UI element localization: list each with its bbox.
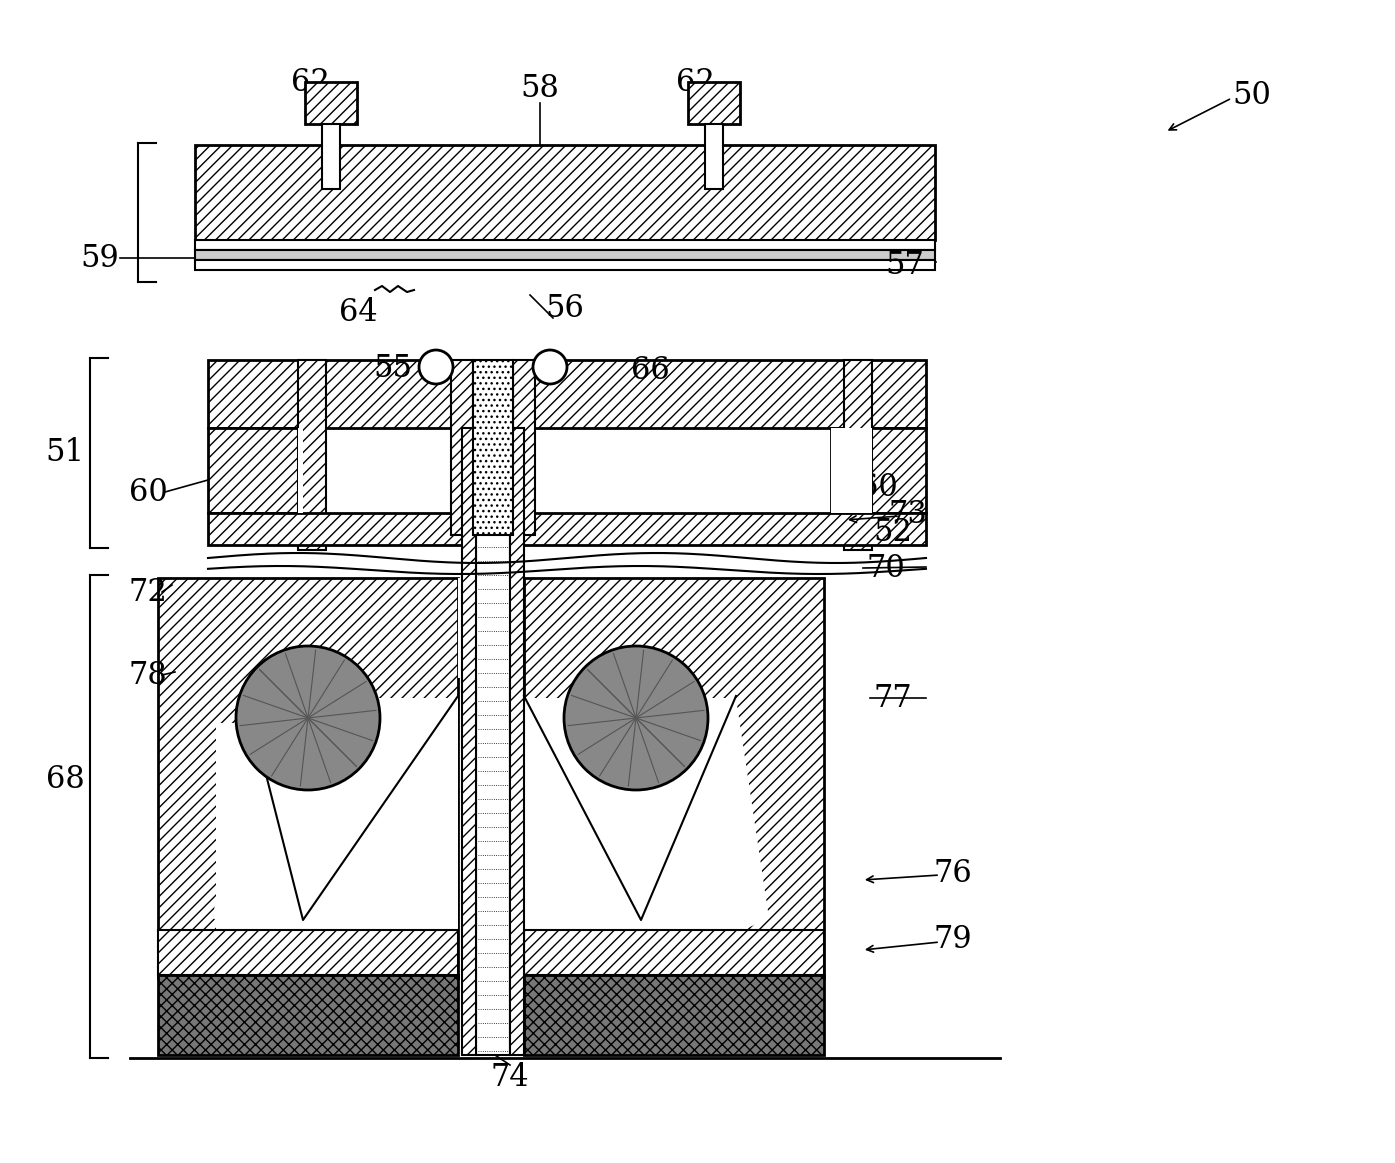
Text: 72: 72: [128, 577, 167, 607]
Bar: [451, 361, 473, 535]
Bar: [195, 250, 935, 261]
Bar: [195, 261, 935, 270]
Text: 66: 66: [631, 355, 670, 385]
Bar: [525, 930, 824, 975]
Circle shape: [418, 350, 453, 384]
Bar: [704, 124, 723, 190]
Bar: [208, 361, 926, 428]
Text: 73: 73: [889, 499, 928, 529]
Bar: [476, 428, 511, 1055]
Bar: [511, 428, 525, 1055]
Bar: [306, 83, 357, 124]
Bar: [462, 428, 476, 1055]
Text: 60: 60: [859, 471, 897, 502]
Text: 78: 78: [128, 659, 167, 691]
Circle shape: [533, 350, 566, 384]
Text: 52: 52: [873, 516, 912, 548]
Bar: [158, 975, 458, 1055]
Text: 76: 76: [933, 857, 972, 889]
Text: 59: 59: [81, 243, 120, 273]
Bar: [208, 513, 926, 545]
Text: 62: 62: [675, 66, 714, 98]
Bar: [844, 361, 872, 550]
Polygon shape: [213, 698, 458, 978]
Text: 77: 77: [873, 683, 912, 713]
Bar: [158, 930, 458, 975]
Text: 62: 62: [290, 66, 329, 98]
Text: 56: 56: [545, 293, 585, 323]
Bar: [158, 578, 458, 978]
Bar: [831, 428, 926, 513]
Bar: [299, 428, 303, 513]
Text: 79: 79: [933, 925, 972, 956]
Text: 51: 51: [46, 436, 85, 468]
Text: 57: 57: [886, 250, 925, 280]
Polygon shape: [216, 723, 458, 978]
Bar: [322, 124, 340, 190]
Bar: [831, 428, 872, 513]
Bar: [462, 578, 525, 678]
Circle shape: [564, 645, 709, 790]
Bar: [473, 361, 513, 535]
Bar: [195, 240, 935, 250]
Circle shape: [236, 645, 379, 790]
Text: 70: 70: [866, 552, 905, 584]
Bar: [513, 361, 536, 535]
Bar: [688, 83, 739, 124]
Bar: [525, 578, 824, 978]
Text: 68: 68: [46, 764, 84, 795]
Text: 50: 50: [1233, 79, 1271, 110]
Polygon shape: [525, 698, 769, 978]
Bar: [195, 145, 935, 240]
Polygon shape: [458, 578, 462, 678]
Text: 60: 60: [128, 477, 167, 507]
Text: 64: 64: [339, 297, 377, 328]
Text: 74: 74: [491, 1062, 529, 1092]
Bar: [208, 428, 303, 513]
Text: 58: 58: [520, 72, 559, 104]
Text: 55: 55: [374, 352, 413, 384]
Text: 54: 54: [474, 363, 513, 393]
Bar: [299, 361, 326, 550]
Bar: [525, 975, 824, 1055]
